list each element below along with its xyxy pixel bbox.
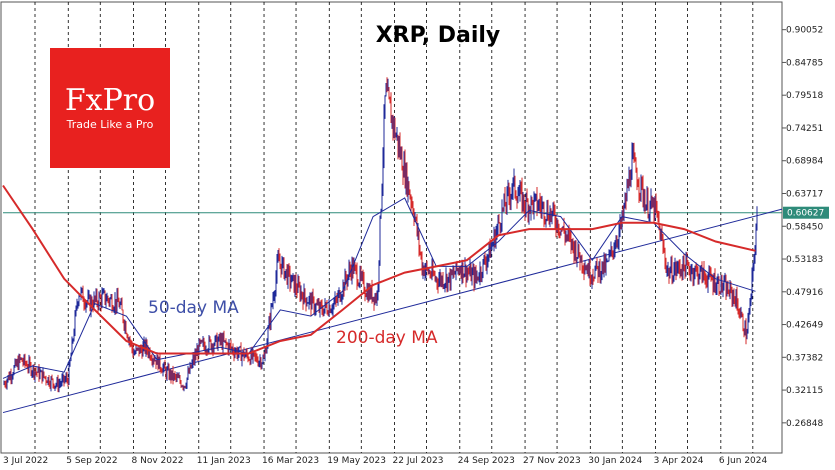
y-tick-label: 0.79518 [786, 91, 823, 101]
label-200-day-ma: 200-day MA [336, 328, 438, 348]
x-tick-label: 5 Sep 2022 [66, 456, 117, 466]
x-tick-label: 3 Apr 2024 [654, 456, 704, 466]
x-tick-label: 24 Sep 2023 [458, 456, 515, 466]
y-tick-label: 0.32115 [786, 386, 823, 396]
ma-200-line [2, 184, 756, 355]
x-tick-label: 6 Jun 2024 [719, 456, 768, 466]
chart-title: XRP, Daily [376, 23, 501, 48]
logo-brand: FxPro [65, 83, 155, 118]
x-tick-label: 30 Jan 2024 [588, 456, 642, 466]
y-axis-ticks: 0.26848 0.32115 0.37382 0.42649 0.47916 0.531… [782, 26, 823, 429]
y-tick-label: 0.58450 [786, 222, 823, 232]
ma-50-line [2, 197, 756, 379]
y-tick-label: 0.47916 [786, 288, 823, 298]
y-tick-label: 0.84785 [786, 58, 823, 68]
x-tick-label: 8 Nov 2022 [132, 456, 184, 466]
moving-averages [2, 184, 756, 379]
x-tick-label: 22 Jul 2023 [393, 456, 444, 466]
x-tick-label: 11 Jan 2023 [197, 456, 251, 466]
trend-line [2, 208, 783, 414]
y-tick-label: 0.26848 [786, 419, 823, 429]
x-axis-ticks: 3 Jul 2022 5 Sep 2022 8 Nov 2022 11 Jan 202… [3, 456, 768, 466]
y-tick-label: 0.68984 [786, 157, 823, 167]
label-50-day-ma: 50-day MA [148, 298, 239, 318]
y-tick-label: 0.63717 [786, 189, 823, 199]
y-tick-label: 0.53183 [786, 255, 823, 265]
fxpro-logo: FxPro Trade Like a Pro [50, 48, 170, 168]
y-tick-label: 0.90052 [786, 26, 823, 36]
x-tick-label: 16 Mar 2023 [262, 456, 319, 466]
y-tick-label: 0.42649 [786, 321, 823, 331]
y-tick-label: 0.37382 [786, 353, 823, 363]
x-tick-label: 19 May 2023 [327, 456, 386, 466]
current-price-tag: 0.60627 [783, 206, 829, 219]
y-tick-label: 0.74251 [786, 124, 823, 134]
candles [3, 77, 758, 393]
logo-tagline: Trade Like a Pro [66, 118, 154, 131]
x-tick-label: 3 Jul 2022 [3, 456, 48, 466]
x-tick-label: 27 Nov 2023 [523, 456, 581, 466]
current-price-value: 0.60627 [787, 209, 824, 219]
